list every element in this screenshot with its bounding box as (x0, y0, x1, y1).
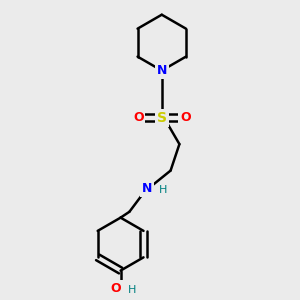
Text: O: O (111, 282, 122, 295)
Text: N: N (142, 182, 152, 195)
Text: O: O (180, 111, 190, 124)
Text: N: N (157, 64, 167, 77)
Text: H: H (128, 285, 136, 295)
Text: S: S (157, 111, 167, 124)
Text: O: O (133, 111, 143, 124)
Text: H: H (159, 185, 167, 195)
